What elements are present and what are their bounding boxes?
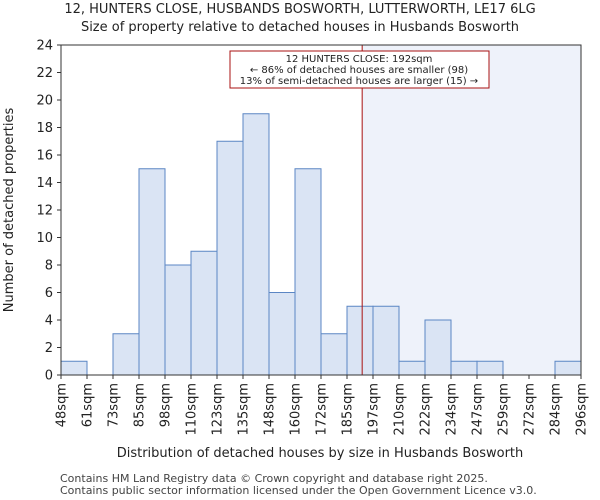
y-tick-label: 16 [36,149,53,164]
x-tick-label: 48sqm [55,383,70,427]
histogram-bar [164,264,192,376]
histogram-bar [138,168,166,376]
footer-line-2: Contains public sector information licen… [60,484,537,497]
x-tick-label: 98sqm [159,383,174,427]
histogram-bar [60,360,88,376]
histogram-bar [554,360,582,376]
x-tick-label: 73sqm [107,383,122,427]
x-tick-label: 210sqm [393,383,408,436]
x-tick-label: 85sqm [133,383,148,427]
histogram-bar [242,113,270,376]
x-tick-label: 296sqm [575,383,590,436]
footer-line-1: Contains HM Land Registry data © Crown c… [60,472,488,485]
y-tick-label: 6 [45,286,53,301]
y-tick-label: 4 [45,314,53,329]
histogram-bar [112,333,140,376]
histogram-bar [268,292,296,376]
x-tick-label: 61sqm [81,383,96,427]
y-tick-label: 10 [36,231,53,246]
x-tick-label: 123sqm [211,383,226,436]
x-tick-label: 135sqm [237,383,252,436]
x-tick-label: 110sqm [185,383,200,436]
chart-subtitle: Size of property relative to detached ho… [80,20,520,35]
histogram-bar [216,140,244,376]
y-tick-label: 24 [36,39,53,54]
histogram-bar [372,305,400,376]
histogram-bar [346,305,374,376]
x-tick-label: 197sqm [367,383,382,436]
histogram-bar [398,360,426,376]
annotation-box: 12 HUNTERS CLOSE: 192sqm ← 86% of detach… [229,50,490,89]
histogram-bar [190,250,218,376]
y-tick-label: 0 [45,369,53,384]
y-axis-label: Number of detached properties [2,108,17,313]
x-tick-label: 222sqm [419,383,434,436]
annotation-line-1: 12 HUNTERS CLOSE: 192sqm [286,54,433,65]
annotation-border [229,50,490,89]
y-tick-label: 12 [36,204,53,219]
x-tick-label: 247sqm [471,383,486,436]
x-tick-label: 272sqm [523,383,538,436]
y-tick-label: 2 [45,341,53,356]
x-tick-label: 234sqm [445,383,460,436]
x-tick-label: 160sqm [289,383,304,436]
x-tick-label: 185sqm [341,383,356,436]
y-tick-label: 20 [36,94,53,109]
histogram-bar [476,360,504,376]
x-tick-label: 259sqm [497,383,512,436]
y-tick-label: 14 [36,176,53,191]
y-tick-label: 18 [36,121,53,136]
x-tick-label: 148sqm [263,383,278,436]
histogram-bar [424,319,452,376]
annotation-line-2: ← 86% of detached houses are smaller (98… [250,65,468,76]
chart-title: 12, HUNTERS CLOSE, HUSBANDS BOSWORTH, LU… [64,2,536,17]
histogram-bar [294,168,322,376]
annotation-line-3: 13% of semi-detached houses are larger (… [240,76,478,87]
histogram-bar [450,360,478,376]
x-tick-label: 172sqm [315,383,330,436]
histogram-bar [320,333,348,376]
x-axis-label: Distribution of detached houses by size … [117,446,524,461]
y-tick-label: 8 [45,259,53,274]
x-tick-label: 284sqm [549,383,564,436]
y-tick-label: 22 [36,66,53,81]
